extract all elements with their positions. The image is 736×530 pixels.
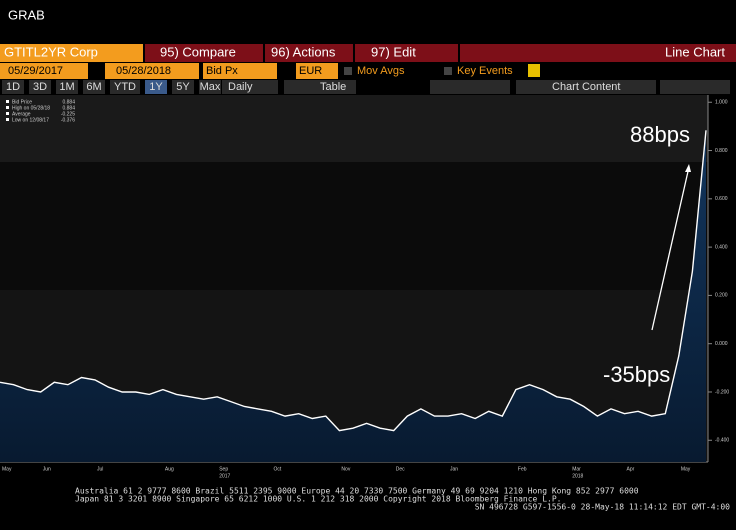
period-button[interactable] [172,80,194,94]
period-label[interactable]: 1D [6,81,20,93]
period-buttons: 1D 3D 1M 6M YTD 1Y 5Y Max [2,80,221,94]
period-button[interactable] [110,80,140,94]
checkbox[interactable] [344,67,352,75]
period-label[interactable]: 6M [86,81,101,93]
field-box[interactable] [203,63,277,79]
edit-button[interactable] [355,44,458,62]
legend: Bid Price 0.884 High on 05/28/18 0.884 Avera… [6,99,75,123]
period-label[interactable]: Max [200,81,221,93]
x-tick-label: May [2,466,12,472]
x-tick-label: Apr [627,466,635,472]
x-tick-label: Dec [396,466,405,472]
compare-label[interactable]: 95) Compare [160,44,236,59]
actions-label[interactable]: 96) Actions [271,44,336,59]
y-tick-label: 1.000 [715,100,728,106]
view-bar [460,44,736,62]
x-tick-label: Oct [274,466,282,472]
period-button[interactable] [56,80,78,94]
footer-line: Australia 61 2 9777 8600 Brazil 5511 239… [75,487,639,496]
legend-label: Low on 12/08/17 [12,117,49,123]
footer-line: SN 496728 G597-1556-0 28-May-18 11:14:12… [475,503,730,512]
period-label[interactable]: YTD [114,81,136,93]
legend-value: 0.884 [62,99,75,105]
ticker-box[interactable] [0,44,143,62]
x-tick-label: Mar [572,466,581,472]
legend-label: Average [12,111,31,117]
legend-value: -0.376 [61,117,75,123]
legend-label: Bid Price [12,99,32,105]
legend-value: -0.225 [61,111,75,117]
x-tick-label: Aug [165,466,174,472]
x-tick-label: Sep [219,466,228,472]
info-icon[interactable] [528,64,540,77]
start-date-box[interactable] [0,63,88,79]
legend-swatch [6,112,9,115]
year-label: 2017 [219,473,230,479]
period-button[interactable] [2,80,24,94]
end-date[interactable]: 05/28/2018 [116,65,171,77]
x-tick-label: Jun [43,466,51,472]
x-tick-label: Nov [341,466,350,472]
collapse-button[interactable] [430,80,510,94]
x-tick-label: Jul [97,466,103,472]
x-tick-label: Feb [518,466,527,472]
checkbox[interactable] [444,67,452,75]
y-tick-label: -0.200 [715,389,729,395]
period-button[interactable] [29,80,51,94]
arrow-head [685,164,691,172]
ticker[interactable]: GTITL2YR Corp [4,44,98,59]
year-label: 2018 [572,473,583,479]
legend-value: 0.884 [62,105,75,111]
period-label[interactable]: 3D [33,81,47,93]
area [0,130,706,463]
y-tick-label: 0.000 [715,341,728,347]
chart-content[interactable]: Chart Content [552,81,620,93]
y-tick-label: 0.600 [715,196,728,202]
table-button[interactable] [284,80,356,94]
start-date[interactable]: 05/29/2017 [8,65,63,77]
chart-content-button[interactable] [516,80,656,94]
annotation-arrow [651,166,690,331]
line [0,130,707,432]
currency[interactable]: EUR [299,65,322,77]
period-label[interactable]: 1M [59,81,74,93]
legend-swatch [6,100,9,103]
period-button[interactable] [145,80,167,94]
x-tick-label: May [681,466,691,472]
period-label[interactable]: 1Y [149,81,163,93]
period-label[interactable]: 5Y [176,81,190,93]
frequency[interactable]: Daily [228,81,253,93]
period-button[interactable] [83,80,105,94]
settings-button[interactable] [660,80,730,94]
view-label: Line Chart [665,44,725,59]
table-label[interactable]: Table [320,81,346,93]
field[interactable]: Bid Px [206,65,238,77]
plot-band [0,162,708,290]
edit-label[interactable]: 97) Edit [371,44,416,59]
footer-line: Japan 81 3 3201 8900 Singapore 65 6212 1… [75,495,561,504]
plot-band [0,95,708,162]
annotation: 88bps [630,122,690,147]
end-date-box[interactable] [105,63,199,79]
plot [0,101,712,463]
legend-swatch [6,106,9,109]
annotation: -35bps [603,362,670,387]
currency-box[interactable] [296,63,338,79]
actions-button[interactable] [265,44,353,62]
legend-label: High on 05/28/18 [12,105,50,111]
period-button[interactable] [199,80,221,94]
y-tick-label: 0.200 [715,293,728,299]
app-title: GRAB [8,7,45,22]
x-tick-label: Jan [450,466,458,472]
legend-swatch [6,118,9,121]
key-events[interactable]: Key Events [457,65,513,77]
compare-button[interactable] [145,44,263,62]
y-tick-label: -0.400 [715,438,729,444]
frequency-button[interactable] [222,80,278,94]
y-tick-label: 0.800 [715,148,728,154]
y-tick-label: 0.400 [715,244,728,250]
mov-avgs[interactable]: Mov Avgs [357,65,405,77]
